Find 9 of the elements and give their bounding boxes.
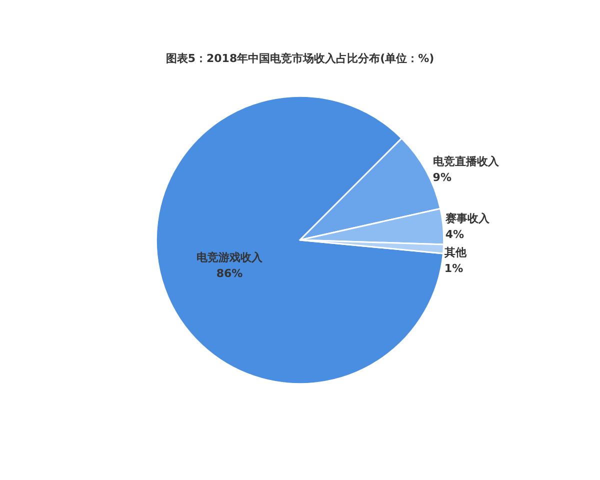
chart-title: 图表5：2018年中国电竞市场收入占比分布(单位：%) [166,52,434,65]
data-label: 4% [445,228,464,241]
slice-label: 赛事收入 [444,212,490,225]
slice-label: 其他 [443,246,468,259]
data-label: 1% [444,262,464,275]
data-label: 86% [216,266,243,280]
data-label: 9% [432,171,452,184]
slice-label: 电竞游戏收入 [196,250,264,264]
slice-label: 电竞直播收入 [432,155,500,168]
